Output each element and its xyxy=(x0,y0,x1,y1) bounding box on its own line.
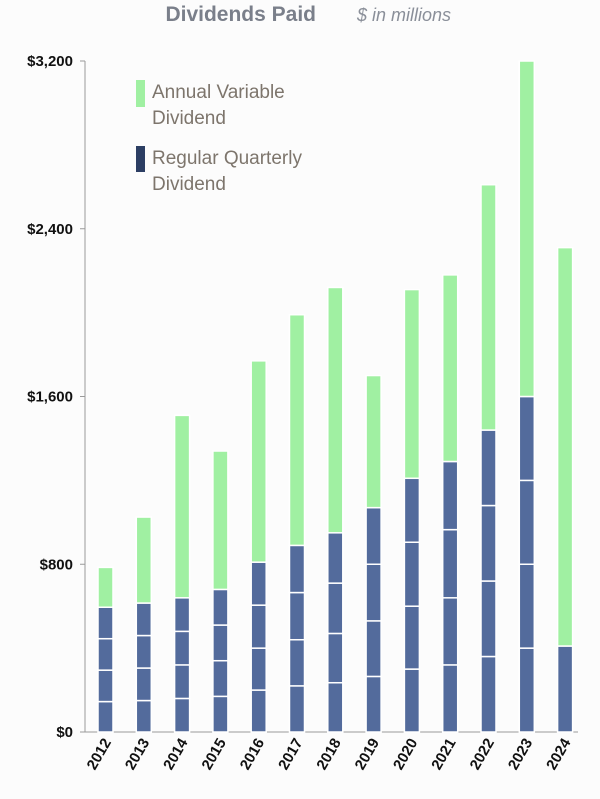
x-tick-label: 2022 xyxy=(467,736,498,773)
legend: Annual Variable Dividend Regular Quarter… xyxy=(136,80,302,195)
bar-annual-variable-2018 xyxy=(327,286,344,534)
legend-label-regular-quarterly-line1: Regular Quarterly xyxy=(152,148,302,169)
bar-annual-variable-2020 xyxy=(403,288,421,480)
x-tick-labels: 2012 2013 2014 2015 2016 2017 2018 2019 2020 2021… xyxy=(84,735,575,773)
bar-regular-quarterly-2016-segment-4 xyxy=(250,561,267,606)
bar-annual-variable-2022 xyxy=(480,183,497,431)
bar-regular-quarterly-2018-segment-4 xyxy=(327,532,344,584)
x-tick-label: 2013 xyxy=(122,736,153,773)
x-tick-label: 2012 xyxy=(84,736,115,773)
bar-regular-quarterly-2013-segment-1 xyxy=(135,699,153,733)
legend-label-annual-variable-line1: Annual Variable xyxy=(152,82,285,103)
bar-regular-quarterly-2021-segment-1 xyxy=(441,664,459,733)
legend-swatch-annual-variable xyxy=(136,80,145,107)
bar-annual-variable-2014 xyxy=(173,414,191,599)
bar-regular-quarterly-2014-segment-4 xyxy=(173,597,191,633)
x-tick-label: 2015 xyxy=(198,736,229,773)
bar-annual-variable-2019 xyxy=(365,374,382,509)
bar-regular-quarterly-2014-segment-2 xyxy=(173,664,191,700)
x-tick-label: 2023 xyxy=(505,736,536,773)
bar-regular-quarterly-2015-segment-3 xyxy=(212,624,229,662)
bar-regular-quarterly-2015-segment-4 xyxy=(212,588,229,626)
x-tick-label: 2018 xyxy=(313,736,344,773)
bar-regular-quarterly-2019-segment-1 xyxy=(365,675,382,733)
bar-regular-quarterly-2021-segment-4 xyxy=(441,460,459,531)
y-tick-label: $0 xyxy=(56,724,73,741)
bar-annual-variable-2023 xyxy=(518,60,536,398)
x-tick-label: 2014 xyxy=(160,735,192,773)
bar-regular-quarterly-2023-segment-4 xyxy=(518,395,536,482)
bar-regular-quarterly-2022-segment-3 xyxy=(480,504,497,582)
bar-regular-quarterly-2019-segment-4 xyxy=(365,506,382,565)
x-tick-label: 2017 xyxy=(275,736,306,773)
y-tick-labels: $0 $800 $1,600 $2,400 $3,200 xyxy=(27,53,85,741)
bar-regular-quarterly-2017-segment-3 xyxy=(288,591,306,641)
bar-regular-quarterly-2015-segment-1 xyxy=(212,695,229,733)
x-tick-label: 2016 xyxy=(237,736,268,773)
x-tick-label: 2021 xyxy=(428,736,459,773)
x-tick-label: 2024 xyxy=(543,735,575,773)
bar-regular-quarterly-2022-segment-1 xyxy=(480,655,497,733)
y-tick-label: $3,200 xyxy=(27,53,73,70)
bar-regular-quarterly-2013-segment-4 xyxy=(135,602,153,637)
chart-subtitle: $ in millions xyxy=(356,5,451,25)
bar-regular-quarterly-2023-segment-3 xyxy=(518,479,536,565)
bar-annual-variable-2015 xyxy=(212,450,229,591)
y-tick-label: $1,600 xyxy=(27,389,73,406)
bar-annual-variable-2013 xyxy=(135,516,153,604)
bar-regular-quarterly-2014-segment-1 xyxy=(173,697,191,733)
bar-regular-quarterly-2013-segment-2 xyxy=(135,667,153,702)
bar-regular-quarterly-2012-segment-3 xyxy=(97,637,114,671)
bar-annual-variable-2024 xyxy=(556,246,574,647)
bar-regular-quarterly-2020-segment-4 xyxy=(403,477,421,543)
bars xyxy=(97,60,574,733)
bar-regular-quarterly-2024-segment-1 xyxy=(556,645,574,733)
bar-regular-quarterly-2022-segment-2 xyxy=(480,580,497,658)
bar-regular-quarterly-2021-segment-2 xyxy=(441,597,459,666)
bar-regular-quarterly-2022-segment-4 xyxy=(480,429,497,507)
bar-regular-quarterly-2016-segment-1 xyxy=(250,689,267,733)
x-tick-label: 2019 xyxy=(352,736,383,773)
bar-annual-variable-2012 xyxy=(97,566,114,608)
bar-regular-quarterly-2020-segment-3 xyxy=(403,541,421,607)
legend-label-regular-quarterly-line2: Dividend xyxy=(152,174,226,195)
bar-regular-quarterly-2018-segment-3 xyxy=(327,582,344,635)
bar-regular-quarterly-2017-segment-1 xyxy=(288,685,306,733)
bar-regular-quarterly-2016-segment-3 xyxy=(250,604,267,649)
bar-regular-quarterly-2012-segment-2 xyxy=(97,669,114,703)
bar-regular-quarterly-2016-segment-2 xyxy=(250,647,267,691)
bar-regular-quarterly-2019-segment-3 xyxy=(365,563,382,622)
bar-regular-quarterly-2023-segment-1 xyxy=(518,647,536,733)
bar-regular-quarterly-2012-segment-1 xyxy=(97,700,114,733)
x-tick-label: 2020 xyxy=(390,736,421,773)
y-tick-label: $2,400 xyxy=(27,221,73,238)
bar-annual-variable-2017 xyxy=(288,313,306,547)
legend-label-annual-variable-line2: Dividend xyxy=(152,108,226,129)
bar-regular-quarterly-2017-segment-4 xyxy=(288,544,306,594)
bar-regular-quarterly-2021-segment-3 xyxy=(441,528,459,599)
bar-regular-quarterly-2014-segment-3 xyxy=(173,630,191,666)
bar-regular-quarterly-2012-segment-4 xyxy=(97,606,114,640)
bar-regular-quarterly-2018-segment-1 xyxy=(327,681,344,733)
y-tick-label: $800 xyxy=(40,556,73,573)
bar-annual-variable-2021 xyxy=(441,274,459,463)
bar-regular-quarterly-2020-segment-2 xyxy=(403,605,421,670)
bar-annual-variable-2016 xyxy=(250,360,267,563)
bar-regular-quarterly-2013-segment-3 xyxy=(135,634,153,669)
bar-regular-quarterly-2018-segment-2 xyxy=(327,632,344,684)
bar-regular-quarterly-2017-segment-2 xyxy=(288,638,306,687)
bar-regular-quarterly-2015-segment-2 xyxy=(212,659,229,698)
legend-swatch-regular-quarterly xyxy=(136,146,145,172)
bar-regular-quarterly-2019-segment-2 xyxy=(365,620,382,678)
chart-title: Dividends Paid xyxy=(165,3,316,26)
bar-regular-quarterly-2020-segment-1 xyxy=(403,668,421,733)
bar-regular-quarterly-2023-segment-2 xyxy=(518,563,536,649)
